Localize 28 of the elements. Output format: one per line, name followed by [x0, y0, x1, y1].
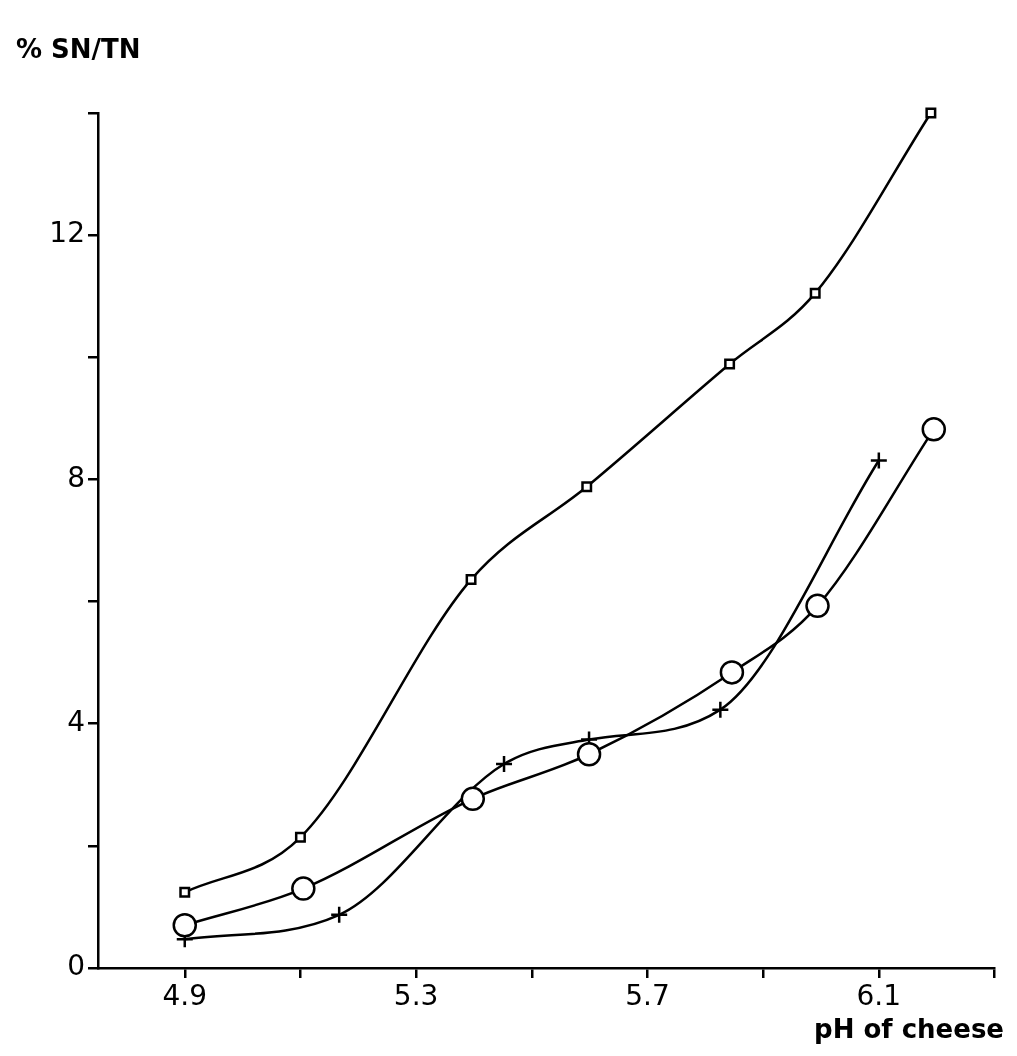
point	[921, 417, 947, 442]
y-tick-label: 0	[67, 949, 85, 983]
y-tick-label: 12	[49, 216, 85, 250]
point	[809, 287, 821, 299]
x-tick-label: 5.7	[625, 979, 670, 1013]
point	[329, 905, 349, 925]
point	[724, 358, 736, 370]
point	[581, 481, 593, 493]
point	[711, 700, 730, 719]
point	[494, 754, 514, 774]
point	[925, 107, 937, 119]
y-tick-label: 8	[67, 460, 85, 494]
point	[465, 574, 477, 586]
point	[291, 876, 316, 901]
point	[179, 886, 191, 898]
y-tick-label: 4	[67, 705, 85, 738]
point	[719, 660, 745, 685]
x-tick-label: 5.3	[393, 979, 439, 1013]
point	[805, 593, 830, 619]
point	[460, 786, 486, 812]
point	[294, 831, 306, 843]
x-tick-label: 4.9	[162, 979, 208, 1013]
x-tick-label: 6.1	[856, 979, 902, 1013]
point	[172, 913, 198, 938]
point	[869, 451, 889, 470]
x-axis-title: pH of cheese	[814, 1013, 1004, 1044]
point	[576, 742, 602, 767]
y-axis-title: % SN/TN	[16, 34, 141, 64]
